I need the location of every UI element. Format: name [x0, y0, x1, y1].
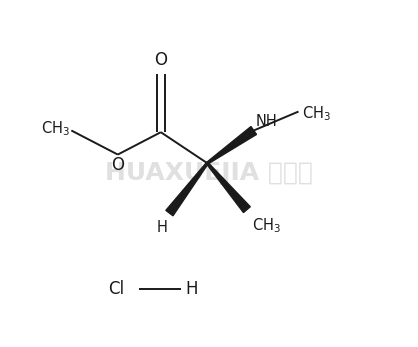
Text: O: O [111, 156, 124, 174]
Text: HUAXUEJIA 化学加: HUAXUEJIA 化学加 [105, 161, 313, 186]
Text: NH: NH [255, 114, 277, 129]
Polygon shape [206, 162, 250, 213]
Text: CH$_3$: CH$_3$ [252, 216, 281, 235]
Text: CH$_3$: CH$_3$ [41, 119, 69, 138]
Text: H: H [185, 280, 197, 298]
Text: H: H [157, 220, 168, 235]
Polygon shape [206, 127, 257, 164]
Text: O: O [154, 51, 167, 68]
Text: Cl: Cl [109, 280, 125, 298]
Polygon shape [166, 162, 208, 216]
Text: CH$_3$: CH$_3$ [302, 104, 331, 122]
